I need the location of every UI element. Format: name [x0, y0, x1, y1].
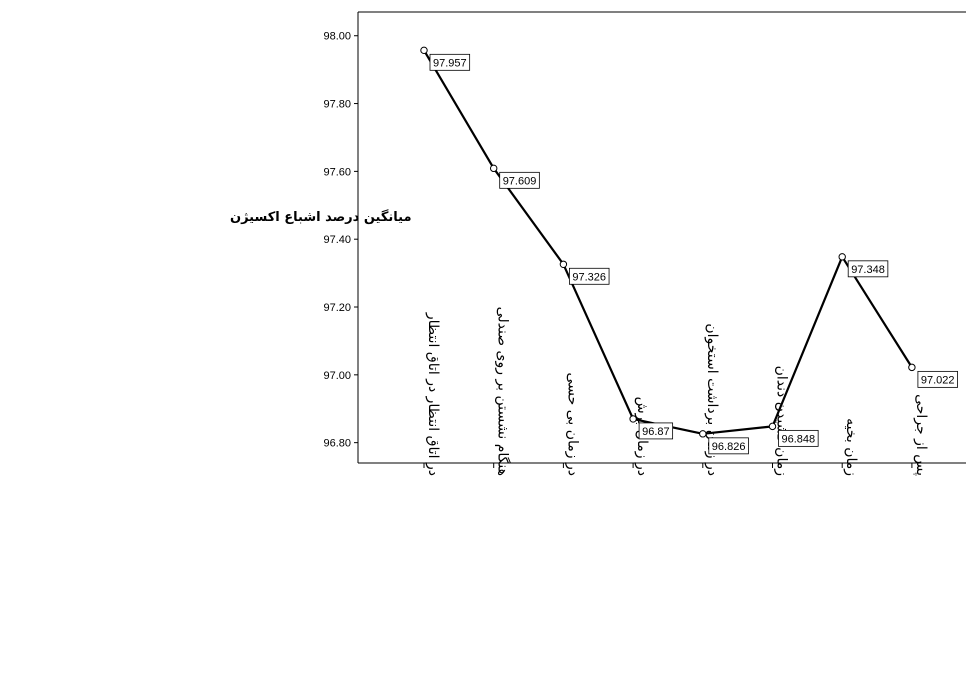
data-point	[768, 422, 777, 431]
data-label: 97.957	[429, 53, 471, 71]
y-tick-label: 97.40	[323, 234, 351, 246]
y-tick-label: 98.00	[323, 31, 351, 43]
data-label: 97.326	[569, 267, 610, 285]
y-tick-label: 97.80	[323, 99, 351, 111]
data-label-box	[429, 53, 471, 71]
data-label: 96.826	[708, 437, 749, 455]
data-label: 97.022	[917, 370, 958, 388]
data-label-text: 96.87	[642, 426, 670, 438]
data-label-text: 96.826	[712, 441, 746, 453]
data-label: 97.609	[499, 171, 540, 189]
x-tick-label: هنگام نشستن بر روی صندلی	[495, 307, 512, 476]
data-label-box	[847, 260, 889, 278]
y-tick-label: 97.20	[323, 302, 351, 314]
data-label-box	[917, 370, 958, 388]
y-tick-label: 96.80	[323, 438, 351, 450]
data-points	[420, 46, 916, 438]
data-label-box	[638, 422, 674, 440]
data-label: 97.348	[847, 260, 889, 278]
data-label-box	[569, 267, 610, 285]
y-axis: 96.80 97.00 97.20 97.40 97.60 97.80 98.00	[323, 31, 358, 450]
data-label: 96.87	[638, 422, 674, 440]
data-point	[559, 260, 568, 268]
data-label-box	[778, 429, 819, 447]
y-tick-label: 97.00	[323, 370, 351, 382]
data-point	[908, 363, 916, 372]
data-label-box	[499, 171, 540, 189]
x-tick-label: در اتاق انتظار در اتاق انتظار	[425, 312, 441, 476]
x-axis: در اتاق انتظار در اتاق انتظار هنگام نشستن…	[423, 307, 929, 476]
data-label-text: 97.348	[851, 264, 885, 276]
data-point	[629, 415, 637, 423]
data-label-text: 97.957	[433, 57, 467, 69]
data-label: 96.848	[778, 429, 819, 447]
data-point	[838, 253, 846, 261]
data-label-text: 97.022	[921, 374, 955, 386]
y-axis-label: میانگین درصد اشباع اکسیژن	[230, 209, 412, 225]
y-tick-label: 97.60	[323, 166, 351, 178]
plot-frame	[357, 11, 966, 464]
data-point	[420, 46, 428, 55]
x-tick-label: در زمان بی حسی	[564, 372, 580, 476]
data-point	[490, 164, 498, 173]
data-labels: 97.957 97.609 97.326 96.87 96.826 96.848 97.34…	[429, 53, 958, 455]
x-tick-label: زمان بخیه	[843, 418, 859, 476]
data-label-text: 97.609	[503, 175, 537, 187]
x-tick-label: پس از جراحی	[913, 394, 929, 476]
data-label-box	[708, 437, 749, 455]
data-label-text: 97.326	[572, 271, 606, 283]
data-point	[699, 430, 707, 438]
data-label-text: 96.848	[782, 433, 816, 445]
